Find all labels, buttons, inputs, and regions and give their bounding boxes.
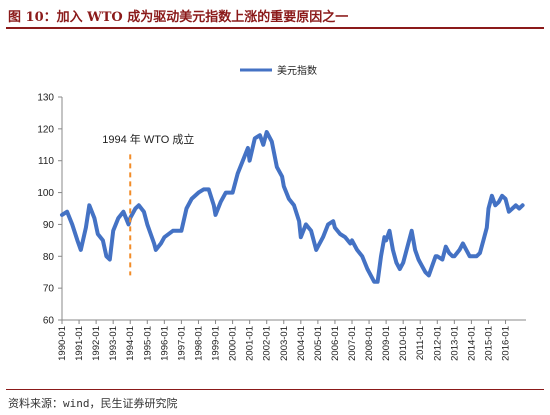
source-note: 资料来源：wind，民生证券研究院 — [8, 397, 178, 410]
y-tick-label: 60 — [43, 316, 55, 327]
title-rule — [6, 27, 544, 29]
y-tick-label: 100 — [37, 188, 54, 199]
x-tick-label: 1997-01 — [176, 326, 187, 361]
x-tick-label: 2009-01 — [381, 326, 392, 361]
x-tick-label: 2013-01 — [449, 326, 460, 361]
x-tick-label: 1995-01 — [142, 326, 153, 361]
x-axis-ticks: 1990-01 1991-01 1992-01 1993-01 1994-01 1995-… — [57, 320, 512, 361]
x-tick-label: 2002-01 — [262, 326, 273, 361]
x-tick-label: 2014-01 — [466, 326, 477, 361]
x-tick-label: 2010-01 — [398, 326, 409, 361]
x-tick-label: 2004-01 — [296, 326, 307, 361]
wto-annotation-label: 1994 年 WTO 成立 — [102, 132, 194, 146]
y-tick-label: 130 — [37, 93, 54, 104]
y-tick-label: 120 — [37, 124, 54, 135]
y-tick-label: 70 — [43, 284, 55, 295]
series-line-dollar-index — [60, 130, 525, 284]
x-tick-label: 2006-01 — [330, 326, 341, 361]
x-tick-label: 2012-01 — [432, 326, 443, 361]
x-tick-label: 2008-01 — [364, 326, 375, 361]
x-tick-label: 2003-01 — [279, 326, 290, 361]
x-tick-label: 2011-01 — [415, 326, 426, 360]
x-tick-label: 2005-01 — [313, 326, 324, 361]
x-tick-label: 1992-01 — [91, 326, 102, 361]
x-tick-label: 2015-01 — [483, 326, 494, 361]
x-tick-label: 1994-01 — [125, 326, 136, 361]
x-tick-label: 1993-01 — [108, 326, 119, 361]
y-axis-ticks: 60 70 80 90 100 110 120 130 — [37, 93, 62, 327]
x-tick-label: 2016-01 — [501, 326, 512, 361]
x-tick-label: 1996-01 — [159, 326, 170, 361]
y-tick-label: 110 — [38, 156, 54, 167]
y-tick-label: 90 — [43, 220, 55, 231]
x-tick-label: 2007-01 — [347, 326, 358, 361]
legend-label: 美元指数 — [277, 64, 317, 77]
figure-title: 图 10：加入 WTO 成为驱动美元指数上涨的重要原因之一 — [8, 10, 349, 25]
x-tick-label: 2001-01 — [245, 326, 256, 361]
y-tick-label: 80 — [43, 252, 55, 263]
x-tick-label: 1990-01 — [57, 326, 68, 361]
x-tick-label: 1999-01 — [211, 326, 222, 361]
x-tick-label: 1998-01 — [193, 326, 204, 361]
x-tick-label: 2000-01 — [228, 326, 239, 361]
x-tick-label: 1991-01 — [74, 326, 85, 361]
source-rule — [6, 389, 544, 390]
